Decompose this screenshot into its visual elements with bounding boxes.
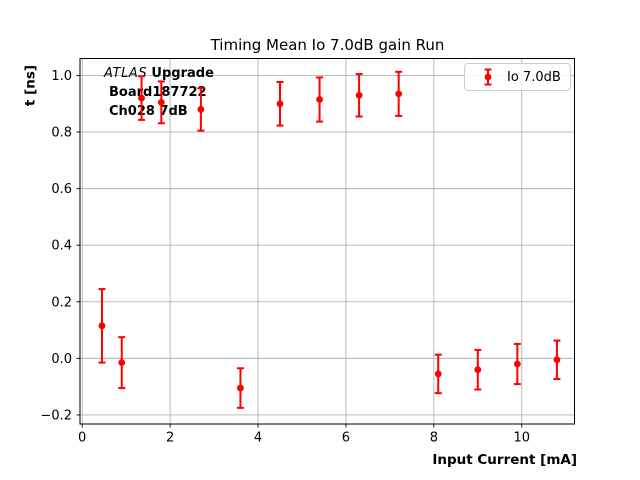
y-tick-label: 0.6: [51, 182, 72, 197]
y-tick-label: 0.8: [51, 126, 72, 141]
data-point: [138, 75, 146, 121]
data-point-marker: [513, 360, 521, 368]
data-point: [236, 367, 244, 409]
chart-title: Timing Mean Io 7.0dB gain Run: [210, 36, 445, 54]
legend: Io 7.0dB: [464, 63, 571, 91]
data-point: [395, 70, 403, 117]
data-point: [513, 342, 521, 386]
annotation-channel: Ch028 7dB: [109, 104, 188, 119]
data-point: [118, 336, 126, 390]
legend-marker-dot: [484, 73, 492, 81]
data-point-marker: [157, 98, 165, 106]
annotation-experiment: ATLAS: [104, 66, 148, 81]
data-point: [197, 87, 205, 132]
data-point-marker: [395, 90, 403, 98]
data-point: [355, 73, 363, 118]
y-tick-label: −0.2: [40, 408, 72, 423]
data-point-marker: [355, 91, 363, 99]
legend-errorbar-glyph: [484, 68, 492, 86]
data-point-marker: [474, 366, 482, 374]
axes-spines: [79, 58, 575, 425]
data-point: [474, 348, 482, 391]
data-point: [157, 80, 165, 125]
x-tick-label: 4: [254, 431, 262, 446]
tick-labels: 0 2 4 6 8 10 −0.2 0.0 0.2 0.4 0.6 0.8 1.0: [40, 69, 530, 446]
y-tick-label: 1.0: [51, 69, 72, 84]
data-point-marker: [276, 100, 284, 108]
data-point: [434, 353, 442, 395]
errorbar-marker-icon: [484, 68, 492, 86]
y-axis-label: t [ns]: [22, 64, 39, 107]
data-point: [276, 80, 284, 127]
data-point-marker: [237, 384, 244, 392]
legend-label: Io 7.0dB: [507, 69, 561, 85]
annotation-board: Board187722: [109, 85, 207, 100]
data-point-marker: [118, 359, 126, 367]
data-point-marker: [434, 370, 442, 378]
y-tick-label: 0.0: [51, 352, 72, 367]
data-point-marker: [98, 322, 106, 330]
errorbar-series: [98, 70, 561, 409]
x-tick-label: 0: [78, 431, 86, 446]
annotation: ATLAS Upgrade Board187722 Ch028 7dB: [104, 64, 214, 121]
data-point: [316, 76, 324, 123]
tick-marks: [76, 75, 523, 428]
x-tick-label: 8: [430, 431, 438, 446]
data-point-marker: [138, 94, 145, 102]
x-tick-label: 2: [166, 431, 174, 446]
y-tick-label: 0.4: [51, 239, 72, 254]
annotation-tag: Upgrade: [151, 66, 214, 81]
data-point: [553, 339, 561, 381]
data-point-marker: [197, 106, 205, 113]
data-point: [98, 288, 106, 364]
x-tick-label: 10: [513, 431, 530, 446]
y-tick-label: 0.2: [51, 295, 72, 310]
data-point-marker: [553, 356, 561, 364]
data-point-marker: [316, 96, 323, 103]
annotation-line-1: ATLAS Upgrade: [104, 64, 214, 83]
x-axis-label: Input Current [mA]: [432, 452, 577, 468]
x-tick-label: 6: [342, 431, 350, 446]
